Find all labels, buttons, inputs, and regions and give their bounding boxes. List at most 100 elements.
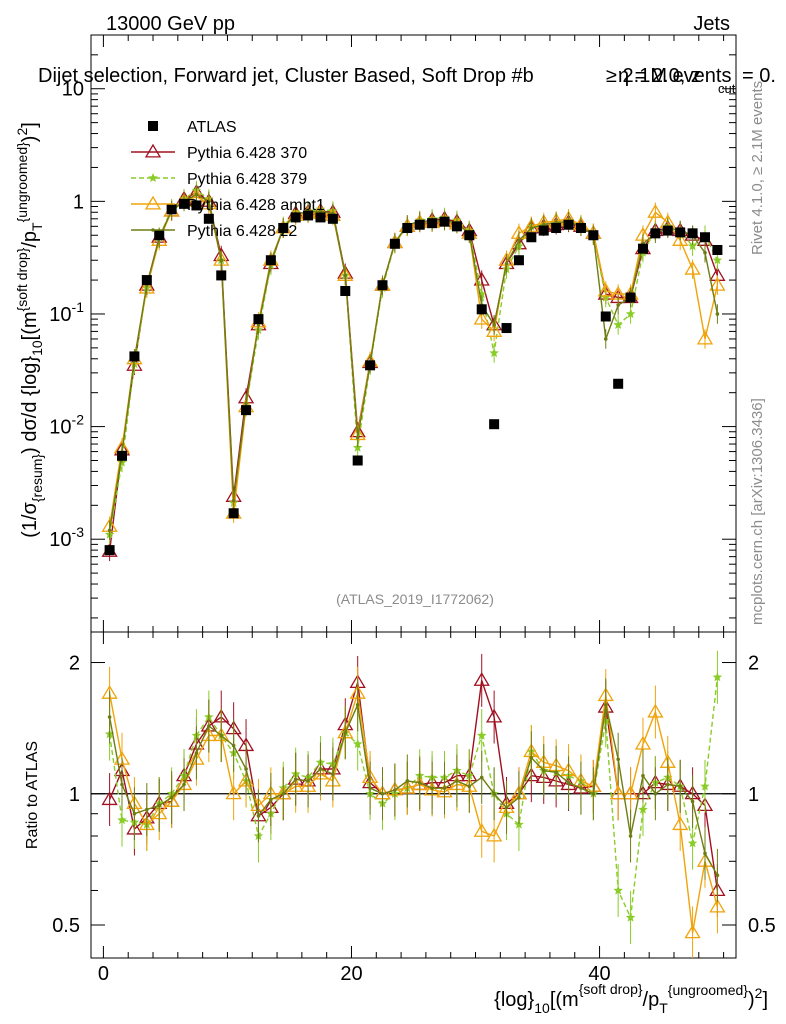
ratio-point-z2 <box>331 772 335 776</box>
legend-label: ATLAS <box>187 119 237 136</box>
ratio-point-p370 <box>473 672 490 686</box>
point-z2 <box>207 199 211 204</box>
point-atlas <box>203 213 214 224</box>
point-z2 <box>616 303 620 307</box>
ratio-point-p370 <box>101 791 118 806</box>
point-atlas <box>303 210 314 221</box>
point-z2 <box>517 238 521 243</box>
point-p379 <box>613 319 623 329</box>
ratio-point-p379 <box>625 912 636 922</box>
ratio-point-p379 <box>613 885 623 895</box>
legend-label: Pythia 6.428 370 <box>187 145 307 162</box>
point-atlas <box>637 243 648 254</box>
point-atlas <box>414 219 425 230</box>
ratio-point-z2 <box>343 730 348 735</box>
point-atlas <box>389 238 400 249</box>
ratio-point-z2 <box>355 702 360 707</box>
ratio-point-p379 <box>712 672 723 682</box>
point-atlas <box>662 225 673 236</box>
point-atlas <box>290 212 301 223</box>
analysis-title: Dijet selection, Forward jet, Cluster Ba… <box>38 65 534 87</box>
ratio-point-z2 <box>641 773 645 778</box>
ratio-point-ambt1 <box>485 827 503 842</box>
point-atlas <box>439 216 450 227</box>
point-atlas <box>476 304 487 315</box>
point-atlas <box>427 218 438 229</box>
point-p379 <box>489 348 499 358</box>
ratio-line-p370 <box>108 680 719 891</box>
point-p379 <box>687 241 698 251</box>
ratio-y-tick-label: 2 <box>69 653 80 675</box>
point-p379 <box>712 255 723 265</box>
ratio-point-z2 <box>467 784 472 789</box>
point-atlas <box>365 360 376 371</box>
ratio-point-z2 <box>455 779 459 783</box>
ratio-point-z2 <box>293 777 298 781</box>
series-line-z2 <box>108 193 719 531</box>
ratio-point-z2 <box>120 782 124 787</box>
point-z2 <box>703 250 707 255</box>
ratio-point-z2 <box>231 743 236 748</box>
point-atlas <box>538 225 549 236</box>
point-atlas <box>166 204 177 215</box>
series-line-p379 <box>108 189 719 535</box>
point-z2 <box>343 273 348 278</box>
ratio-point-z2 <box>430 786 434 790</box>
ratio-point-z2 <box>529 755 534 760</box>
ratio-point-z2 <box>479 775 484 780</box>
point-z2 <box>219 258 224 263</box>
legend-entry-p379: Pythia 6.428 379 <box>131 171 307 188</box>
point-atlas <box>625 292 636 303</box>
legend-entry-ambt1: Pythia 6.428 ambt1 <box>131 195 325 214</box>
ratio-point-z2 <box>306 779 310 783</box>
ratio-point-z2 <box>628 834 633 838</box>
point-atlas <box>563 219 574 230</box>
ratio-point-z2 <box>281 791 286 796</box>
point-atlas <box>154 230 165 241</box>
params-tail-text: = 0. <box>742 65 776 87</box>
ratio-point-p379 <box>700 781 710 791</box>
ratio-point-z2 <box>504 805 509 810</box>
point-atlas <box>377 280 388 291</box>
point-ambt1 <box>696 330 714 345</box>
legend: ATLAS Pythia 6.428 370 Pythia 6.428 379 Pyt… <box>131 119 325 240</box>
ratio-point-z2 <box>107 715 112 719</box>
ratio-point-z2 <box>169 795 174 800</box>
point-p379 <box>477 289 487 299</box>
ratio-series-p370 <box>101 653 726 917</box>
site-label: mcplots.cern.ch [arXiv:1306.3436] <box>749 398 766 625</box>
point-atlas <box>451 221 462 232</box>
ratio-y-tick-label-right: 0.5 <box>748 915 776 937</box>
point-atlas <box>228 508 239 519</box>
point-atlas <box>117 450 128 461</box>
point-ambt1 <box>473 310 490 325</box>
ratio-panel-frame <box>90 631 737 959</box>
ratio-point-z2 <box>715 873 720 878</box>
point-z2 <box>231 498 236 503</box>
ratio-line-p379 <box>108 677 719 921</box>
point-atlas <box>464 230 475 241</box>
point-atlas <box>489 419 500 430</box>
category-label: Jets <box>693 13 730 35</box>
ratio-point-z2 <box>603 702 608 707</box>
point-atlas <box>141 275 152 286</box>
legend-entry-atlas: ATLAS <box>148 119 237 136</box>
ratio-point-z2 <box>517 795 521 800</box>
legend-marker-p370 <box>144 143 162 158</box>
ratio-series-layer <box>101 650 726 958</box>
ratio-point-z2 <box>145 807 149 812</box>
point-z2 <box>107 528 112 533</box>
point-atlas <box>501 323 512 334</box>
ratio-point-p379 <box>117 815 127 825</box>
ratio-y-tick-label: 0.5 <box>52 915 80 937</box>
ratio-point-z2 <box>405 779 410 783</box>
point-atlas <box>327 213 338 224</box>
ratio-y-axis-label: Ratio to ATLAS <box>24 741 41 849</box>
ratio-y-tick-label: 1 <box>69 784 80 806</box>
ratio-point-z2 <box>380 791 385 796</box>
legend-marker-ambt1 <box>144 195 162 210</box>
point-atlas <box>129 351 140 362</box>
y-tick-label: 10 <box>62 79 84 101</box>
ratio-point-z2 <box>665 782 670 787</box>
point-z2 <box>504 261 509 266</box>
